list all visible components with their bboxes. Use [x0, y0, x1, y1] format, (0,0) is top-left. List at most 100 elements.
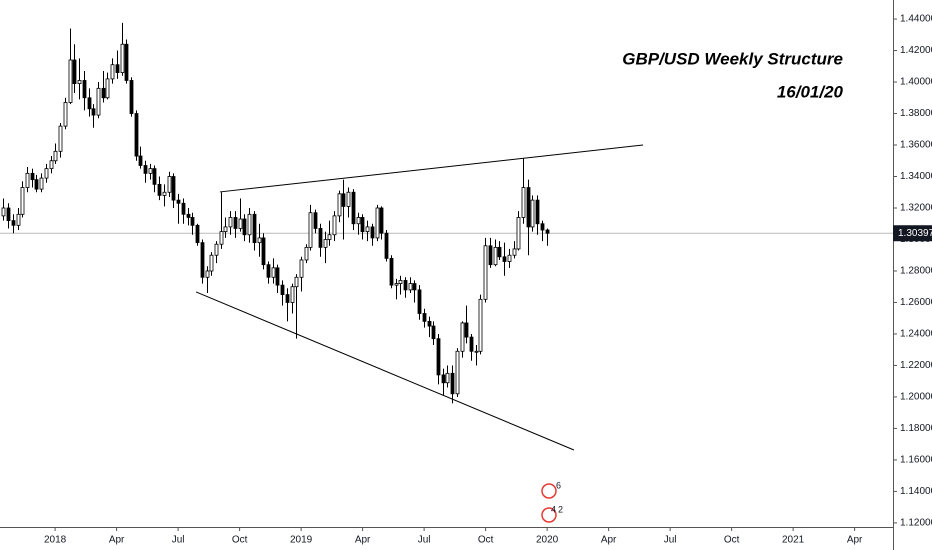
event-label: 4	[551, 504, 556, 514]
candle-body	[138, 155, 143, 166]
x-tick-label: Jul	[664, 535, 677, 546]
candle-body	[507, 254, 512, 262]
candle-body	[205, 270, 210, 278]
event-label: 6	[556, 480, 561, 490]
y-tick-label: 1.22000	[900, 360, 932, 371]
candle-body	[209, 254, 214, 272]
candle-body	[530, 199, 535, 228]
candle-body	[474, 350, 479, 353]
candle-body	[58, 125, 63, 152]
candle-body	[389, 257, 394, 286]
candle-body	[464, 322, 469, 338]
x-tick-label: Apr	[847, 535, 863, 546]
candle-body	[34, 179, 39, 190]
event-label: 2	[558, 504, 563, 514]
candle-body	[455, 350, 460, 395]
y-tick-label: 1.20000	[900, 392, 932, 403]
chart-subtitle: 16/01/20	[777, 82, 844, 101]
candle-body	[502, 256, 507, 262]
candle-body	[176, 199, 181, 204]
candle-body	[271, 267, 276, 278]
candle-body	[408, 283, 413, 291]
candle-body	[318, 228, 323, 248]
candle-body	[72, 59, 77, 85]
candle-body	[332, 215, 337, 236]
y-tick-label: 1.32000	[900, 203, 932, 214]
x-tick-label: Jul	[418, 535, 431, 546]
candle-body	[238, 218, 243, 229]
y-tick-label: 1.28000	[900, 266, 932, 277]
candle-body	[469, 336, 474, 352]
x-tick-label: Oct	[724, 535, 740, 546]
candle-body	[412, 283, 417, 291]
candle-body	[82, 80, 87, 99]
y-tick-label: 1.26000	[900, 297, 932, 308]
y-tick-label: 1.12000	[900, 518, 932, 529]
candle-body	[6, 207, 11, 221]
candle-body	[360, 217, 365, 233]
candle-body	[422, 313, 427, 322]
candle-body	[233, 217, 238, 229]
candle-body	[120, 43, 125, 73]
candle-body	[337, 193, 342, 217]
candle-body	[157, 183, 162, 196]
candle-body	[143, 165, 148, 174]
candle-body	[261, 237, 266, 266]
candle-body	[445, 372, 450, 384]
candle-body	[294, 276, 299, 288]
y-tick-label: 1.44000	[900, 14, 932, 25]
candle-body	[356, 217, 361, 225]
candle-body	[299, 259, 304, 278]
candle-body	[68, 59, 73, 103]
candle-body	[323, 239, 328, 248]
candle-body	[124, 43, 129, 81]
candle-body	[478, 298, 483, 352]
candle-body	[167, 176, 172, 193]
candle-body	[280, 284, 285, 295]
candle-body	[308, 212, 313, 248]
candle-body	[450, 372, 455, 395]
x-tick-label: Oct	[478, 535, 494, 546]
candle-body	[275, 267, 280, 286]
candle-body	[497, 246, 502, 258]
candle-body	[365, 226, 370, 233]
candle-body	[152, 168, 157, 185]
candle-body	[162, 191, 167, 196]
candle-body	[242, 218, 247, 236]
x-tick-label: Jul	[172, 535, 185, 546]
candle-body	[129, 80, 134, 114]
last-price-label: 1.30397	[898, 228, 932, 239]
candle-body	[436, 338, 441, 376]
candle-body	[63, 102, 68, 127]
candle-body	[53, 150, 58, 162]
candle-body	[285, 294, 290, 303]
x-tick-label: 2021	[782, 535, 805, 546]
candle-body	[96, 87, 101, 116]
candle-body	[219, 231, 224, 245]
candle-body	[39, 177, 44, 190]
candle-body	[49, 160, 54, 170]
candle-body	[110, 64, 115, 80]
candle-body	[427, 320, 432, 327]
y-tick-label: 1.40000	[900, 77, 932, 88]
candle-body	[247, 213, 252, 236]
candle-body	[384, 232, 389, 259]
candle-body	[77, 80, 82, 85]
last-price-box	[893, 225, 932, 242]
candle-body	[11, 220, 16, 226]
candle-body	[460, 322, 465, 352]
candle-body	[44, 168, 49, 179]
event-icon	[541, 483, 557, 499]
candle-body	[327, 234, 332, 240]
candle-body	[181, 202, 186, 215]
candle-body	[431, 325, 436, 340]
x-tick-label: Apr	[355, 535, 371, 546]
event-icon	[541, 507, 557, 523]
candle-body	[516, 217, 521, 250]
candle-body	[379, 207, 384, 234]
candle-body	[171, 176, 176, 201]
candle-body	[394, 283, 399, 286]
y-tick-label: 1.14000	[900, 486, 932, 497]
